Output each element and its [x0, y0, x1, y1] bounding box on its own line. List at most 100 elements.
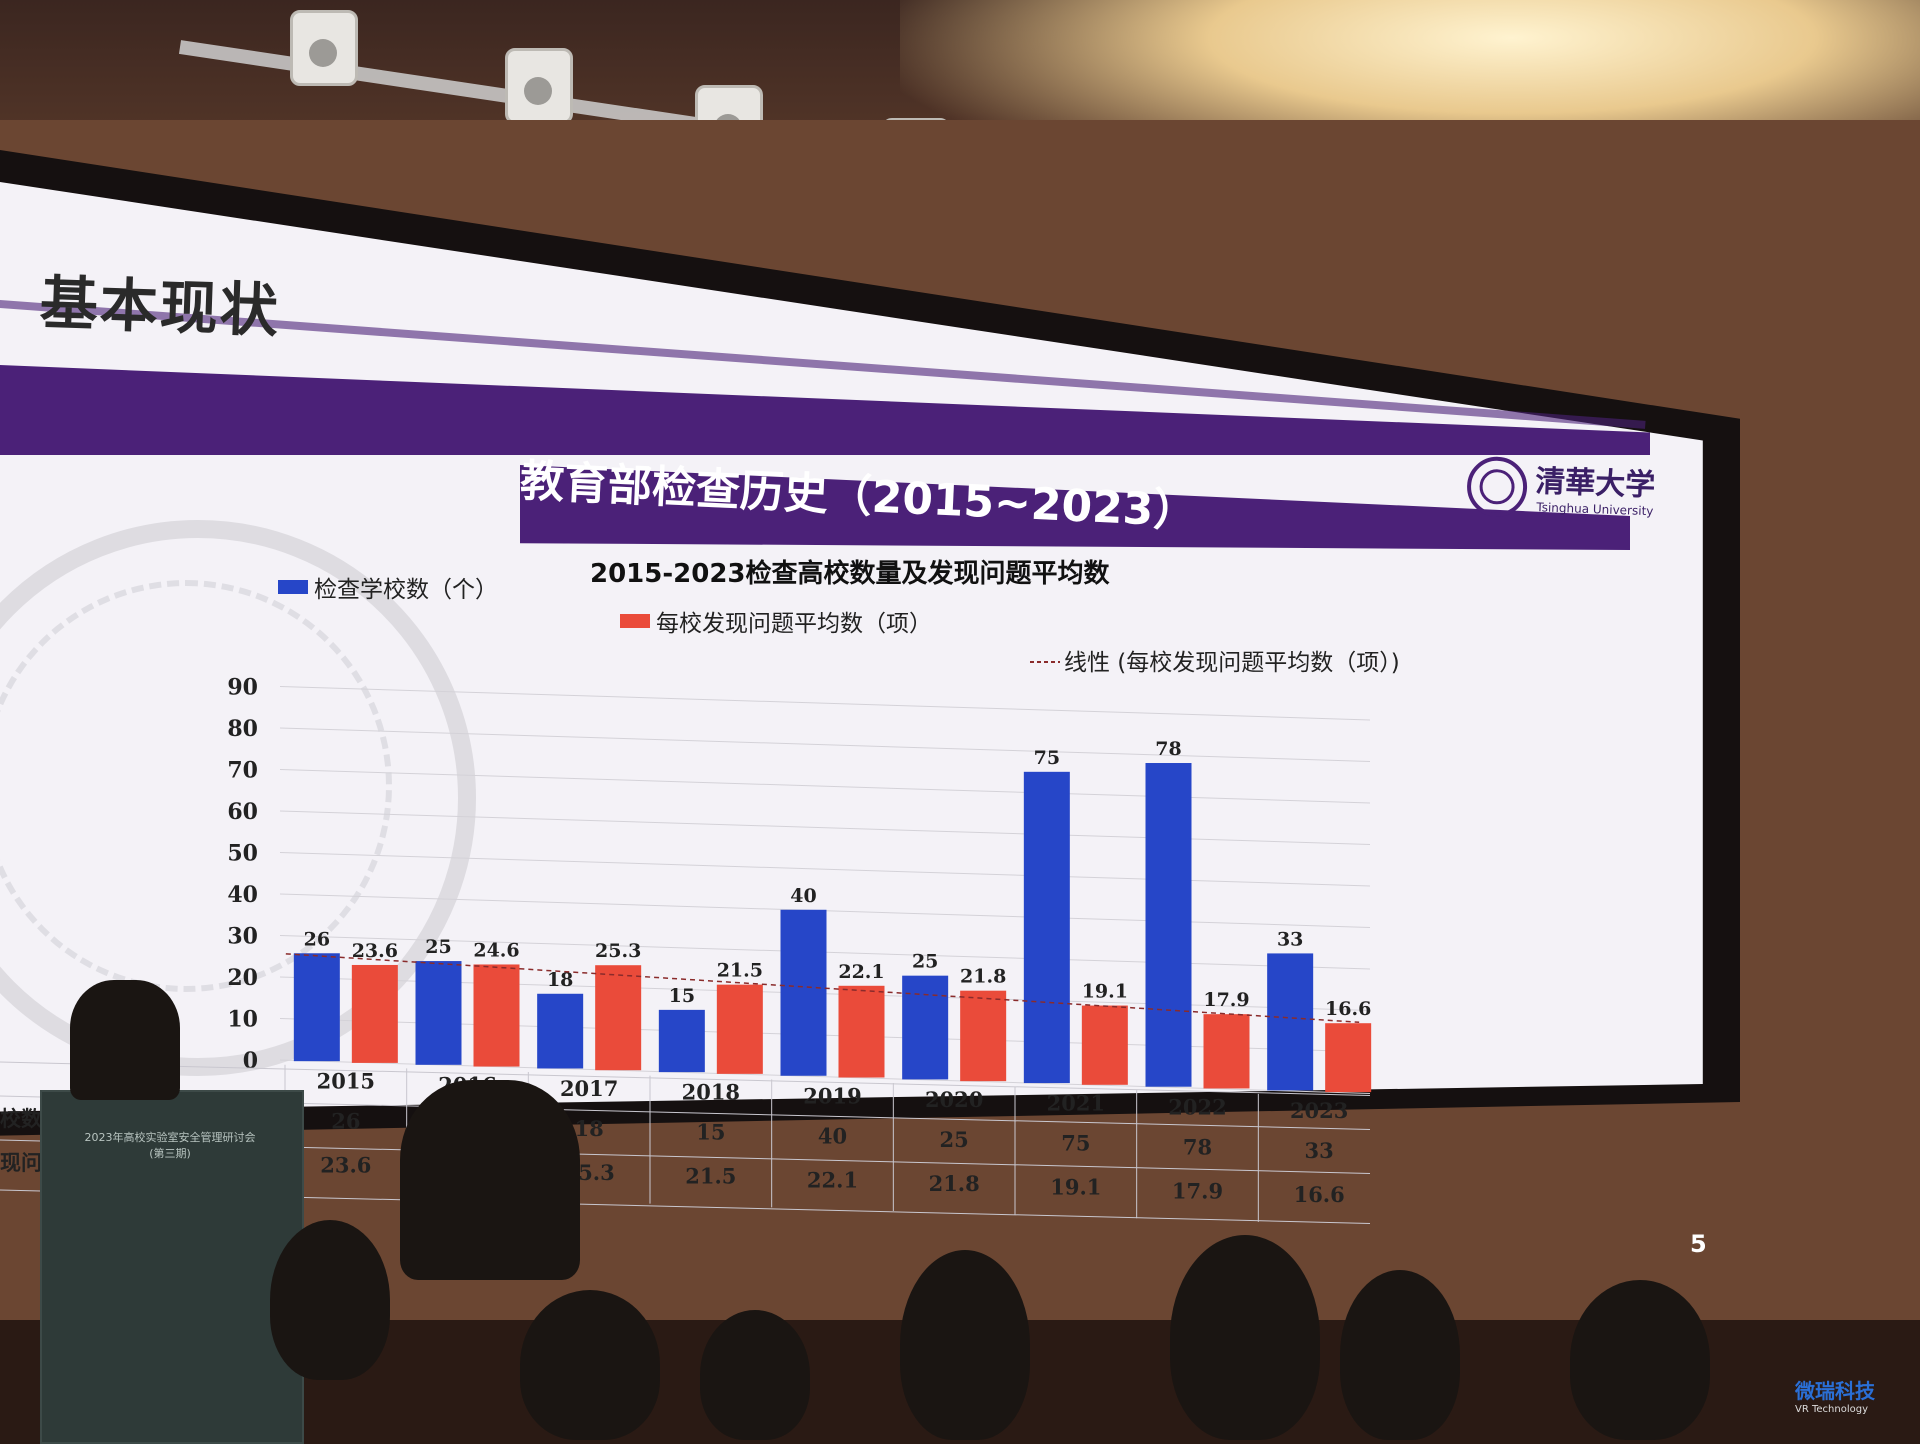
audience-head [700, 1310, 810, 1440]
watermark-seal-inner [0, 580, 392, 992]
table-schools-cell: 33 [1305, 1138, 1334, 1163]
y-tick-label: 0 [243, 1048, 258, 1074]
y-tick-label: 30 [227, 924, 258, 950]
table-schools-cell: 18 [575, 1116, 604, 1141]
y-axis: 0 10 20 30 40 50 60 70 80 90 [227, 675, 258, 1075]
bar-schools [415, 961, 462, 1065]
audience-head [900, 1250, 1030, 1440]
bar-value-problems: 23.6 [352, 940, 398, 962]
bar-schools [293, 953, 340, 1062]
bar-schools [1145, 763, 1192, 1087]
bar-value-schools: 33 [1277, 928, 1303, 950]
legend-swatch-problems [620, 614, 650, 628]
gridline [279, 1059, 1371, 1094]
watermark-sub: VR Technology [1795, 1404, 1868, 1415]
bar-value-schools: 18 [547, 969, 573, 991]
y-tick-label: 70 [227, 758, 258, 784]
table-year-cell: 2017 [560, 1076, 618, 1101]
table-problems-cell: 21.5 [685, 1164, 736, 1189]
podium-line1: 2023年高校实验室安全管理研讨会 [84, 1131, 256, 1144]
bar-value-schools: 75 [1034, 747, 1060, 769]
y-tick-label: 90 [227, 675, 258, 701]
table-year-cell: 2022 [1168, 1094, 1226, 1119]
table-problems-cell: 23.6 [320, 1153, 371, 1178]
table-schools-cell: 75 [1061, 1131, 1090, 1156]
bar-schools [658, 1009, 705, 1073]
page-number: 5 [1690, 1230, 1707, 1258]
bar-value-schools: 25 [425, 936, 451, 958]
bar-value-problems: 17.9 [1203, 989, 1249, 1011]
bar-problems [1203, 1014, 1250, 1089]
legend-swatch-schools [278, 580, 308, 594]
stage-light [505, 48, 573, 124]
table-year-cell: 2023 [1290, 1098, 1348, 1123]
table-problems-cell: 19.1 [1050, 1175, 1101, 1200]
table-problems-cell: 21.8 [929, 1171, 980, 1196]
gridline [279, 810, 1371, 845]
bar-value-schools: 15 [669, 985, 695, 1007]
tsinghua-seal-icon [1467, 456, 1528, 517]
y-tick-label: 50 [227, 841, 258, 867]
table-schools-cell: 40 [818, 1123, 847, 1148]
table-row-label: 校数 [0, 1106, 43, 1131]
bar-schools [1267, 953, 1314, 1091]
audience-head [1570, 1280, 1710, 1440]
bar-value-problems: 21.8 [960, 966, 1006, 988]
bar-value-problems: 21.5 [717, 960, 763, 982]
stage-light [290, 10, 358, 86]
table-year-cell: 2020 [925, 1087, 983, 1112]
podium-banner: 2023年高校实验室安全管理研讨会 (第三期) [70, 1130, 270, 1162]
table-year-cell: 2021 [1047, 1091, 1105, 1116]
watermark: 微瑞科技 VR Technology [1795, 1375, 1875, 1415]
table-row-label: 现问 [0, 1150, 42, 1175]
gridline [279, 852, 1371, 887]
bar-value-problems: 16.6 [1325, 998, 1371, 1020]
bar-problems [1325, 1023, 1372, 1093]
table-problems-cell: 16.6 [1294, 1182, 1345, 1207]
gridline [279, 769, 1371, 804]
bar-schools [780, 909, 827, 1076]
chart-legend: 检查学校数（个） 每校发现问题平均数（项） 线性 (每校发现问题平均数（项）) [278, 577, 1400, 676]
legend-label-schools: 检查学校数（个） [314, 577, 498, 603]
bar-value-problems: 24.6 [473, 939, 519, 961]
chart-title: 2015-2023检查高校数量及发现问题平均数 [590, 558, 1111, 589]
legend-label-trendline: 线性 (每校发现问题平均数（项）) [1064, 650, 1400, 676]
bar-problems [1081, 1005, 1128, 1085]
bar-value-problems: 22.1 [838, 961, 884, 983]
table-year-cell: 2018 [682, 1080, 740, 1105]
table-schools-cell: 78 [1183, 1134, 1212, 1159]
bar-value-problems: 19.1 [1082, 981, 1128, 1003]
audience [0, 1160, 1920, 1440]
bar-problems [838, 985, 885, 1078]
tsinghua-logo: 清華大学 Tsinghua University [1464, 452, 1656, 529]
bar-problems [960, 990, 1007, 1082]
y-tick-label: 20 [227, 965, 258, 991]
y-tick-label: 80 [227, 716, 258, 742]
legend-label-problems: 每校发现问题平均数（项） [656, 611, 932, 637]
bar-value-schools: 78 [1155, 738, 1181, 760]
audience-head [1340, 1270, 1460, 1440]
table-schools-cell: 25 [940, 1127, 969, 1152]
bar-problems [716, 984, 763, 1074]
bar-schools [1023, 771, 1070, 1084]
table-schools-cell: 26 [331, 1109, 360, 1134]
bar-problems [351, 964, 398, 1063]
y-tick-label: 10 [227, 1007, 258, 1033]
bar-problems [473, 964, 520, 1067]
bar-value-schools: 25 [912, 951, 938, 973]
table-rule [0, 1061, 1371, 1096]
photographer [400, 1080, 580, 1280]
y-tick-label: 40 [227, 882, 258, 908]
audience-head [520, 1290, 660, 1440]
audience-head [270, 1220, 390, 1380]
gridline [279, 686, 1371, 721]
table-year-cell: 2019 [803, 1083, 861, 1108]
table-problems-cell: 22.1 [807, 1167, 858, 1192]
podium-line2: (第三期) [149, 1147, 191, 1160]
table-schools-cell: 15 [696, 1120, 725, 1145]
bar-value-problems: 25.3 [595, 940, 641, 962]
bar-problems [595, 965, 642, 1071]
speaker [70, 980, 180, 1100]
watermark-name: 微瑞科技 [1795, 1379, 1875, 1403]
